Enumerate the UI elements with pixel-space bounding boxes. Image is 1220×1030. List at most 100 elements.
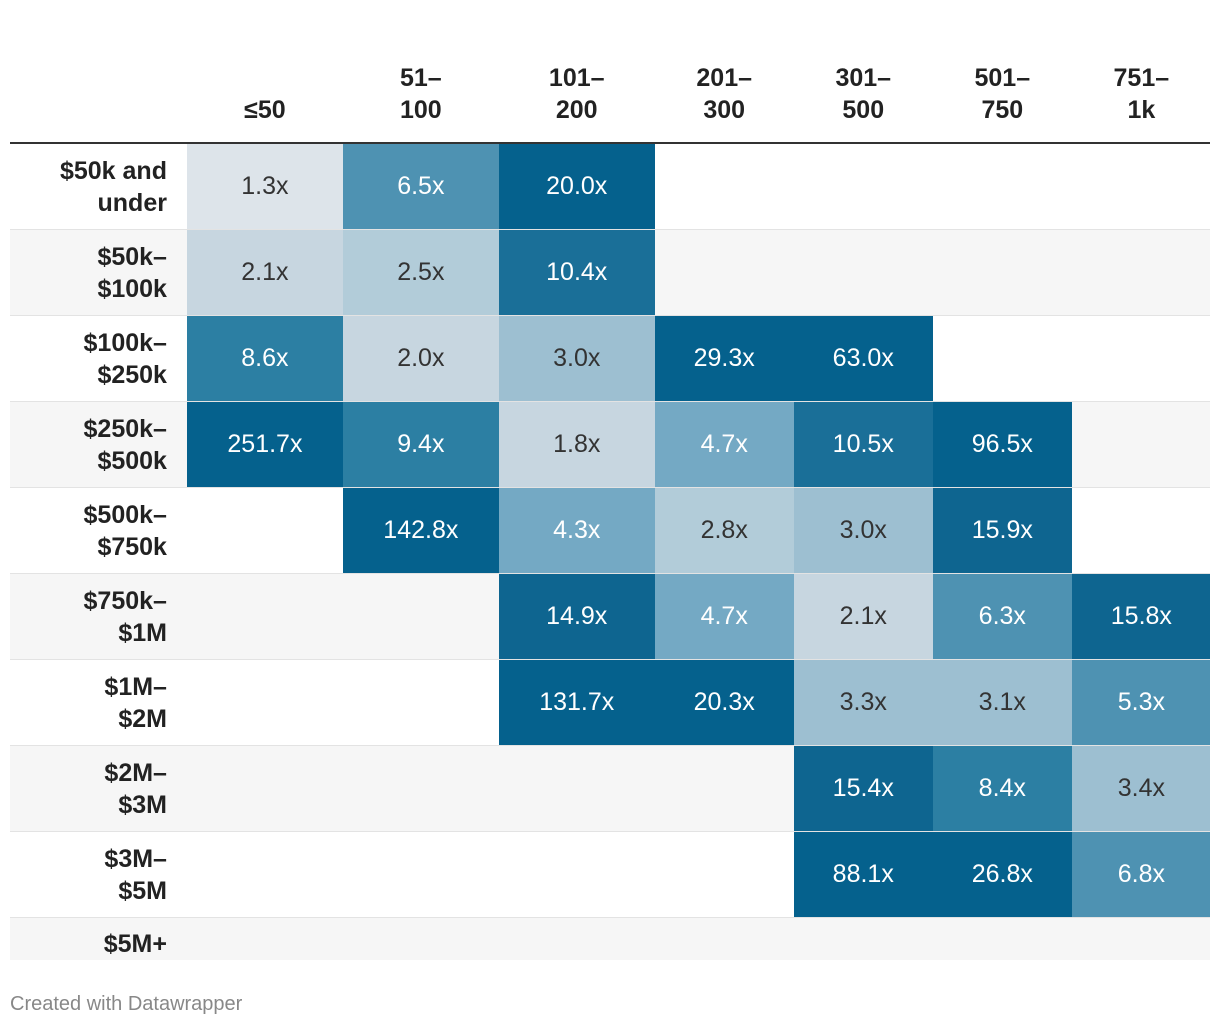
heatmap-cell: 20.0x: [498, 143, 655, 230]
row-header: $1M– $2M: [10, 659, 187, 746]
heatmap-cell: 15.8x: [1071, 573, 1210, 660]
heatmap-cell: 6.5x: [342, 143, 499, 230]
heatmap-table: ≤50 51– 100 101– 200 201– 300 301– 500 501– 750 751…: [10, 0, 1210, 960]
heatmap-cell: 15.4x: [793, 745, 933, 832]
heatmap-cell: 29.3x: [654, 315, 794, 402]
heatmap-cell: [186, 745, 343, 832]
row-header: $50k– $100k: [10, 229, 187, 316]
heatmap-cell: [1071, 401, 1210, 488]
heatmap-cell: [498, 917, 655, 960]
heatmap-cell: 4.3x: [498, 487, 655, 574]
heatmap-cell: 131.7x: [498, 659, 655, 746]
heatmap-cell: 4.7x: [654, 401, 794, 488]
heatmap-cell: 251.7x: [186, 401, 343, 488]
heatmap-cell: 14.9x: [498, 573, 655, 660]
heatmap-cell: 8.4x: [932, 745, 1072, 832]
table-row: $500k– $750k 142.8x 4.3x 2.8x 3.0x 15.9x: [10, 487, 1210, 574]
heatmap-cell: [186, 831, 343, 918]
heatmap-cell: 4.7x: [654, 573, 794, 660]
heatmap-cell: [1071, 487, 1210, 574]
row-header: $2M– $3M: [10, 745, 187, 832]
table-row: $250k– $500k 251.7x 9.4x 1.8x 4.7x 10.5x 96.5x: [10, 401, 1210, 488]
heatmap-cell: 1.8x: [498, 401, 655, 488]
heatmap-cell: [793, 917, 933, 960]
column-header: 101– 200: [498, 0, 655, 144]
heatmap-cell: 10.4x: [498, 229, 655, 316]
heatmap-cell: 2.1x: [186, 229, 343, 316]
column-header: 201– 300: [654, 0, 794, 144]
row-header: $50k and under: [59, 156, 167, 217]
heatmap-cell: 88.1x: [793, 831, 933, 918]
credit-footer: Created with Datawrapper: [10, 993, 243, 1015]
heatmap-cell: 26.8x: [932, 831, 1072, 918]
heatmap-cell: [932, 229, 1072, 316]
heatmap-cell: [794, 143, 933, 230]
heatmap-cell: 3.1x: [932, 659, 1072, 746]
heatmap-cell: [654, 917, 794, 960]
column-header: 751– 1k: [1071, 0, 1210, 144]
heatmap-cell: 6.3x: [932, 573, 1072, 660]
heatmap-cell: [654, 831, 794, 918]
row-header: $100k– $250k: [10, 315, 187, 402]
heatmap-cell: 20.3x: [654, 659, 794, 746]
heatmap-cell: 142.8x: [342, 487, 499, 574]
table-row: $50k– $100k 2.1x 2.5x 10.4x: [10, 229, 1210, 316]
heatmap-cell: [654, 745, 794, 832]
table-row: $50k and under 1.3x 6.5x 20.0x: [10, 143, 1210, 230]
heatmap-cell: [186, 573, 343, 660]
table-row: $5M+5: [10, 917, 1210, 960]
heatmap-cell: [932, 315, 1072, 402]
heatmap-cell: 1.3x: [186, 143, 343, 230]
heatmap-cell: [932, 917, 1072, 960]
heatmap-cell: 2.0x: [342, 315, 499, 402]
column-header: 301– 500: [793, 0, 933, 144]
heatmap-cell: [342, 917, 499, 960]
heatmap-cell: [1071, 315, 1210, 402]
heatmap-cell: 3.4x: [1071, 745, 1210, 832]
heatmap-cell: [342, 745, 499, 832]
heatmap-cell: [654, 229, 794, 316]
row-header: $250k– $500k: [10, 401, 187, 488]
heatmap-cell: [498, 831, 655, 918]
heatmap-cell: 9.4x: [342, 401, 499, 488]
heatmap-cell: 10.5x: [793, 401, 933, 488]
column-header: 51– 100: [342, 0, 499, 144]
heatmap-cell: [793, 229, 933, 316]
row-header: $5M+: [10, 917, 187, 960]
heatmap-cell: 8.6x: [186, 315, 343, 402]
heatmap-cell: 2.8x: [654, 487, 794, 574]
heatmap-cell: [1072, 143, 1210, 230]
heatmap-table-wrapper: ≤50 51– 100 101– 200 201– 300 301– 500 501– 750 751…: [10, 0, 1210, 960]
heatmap-cell: [186, 659, 343, 746]
heatmap-cell: 3.0x: [793, 487, 933, 574]
table-row: $100k– $250k 8.6x 2.0x 3.0x 29.3x 63.0x: [10, 315, 1210, 402]
heatmap-cell: [498, 745, 655, 832]
heatmap-cell: [342, 659, 499, 746]
heatmap-cell: 5.3x: [1071, 659, 1210, 746]
heatmap-cell: 96.5x: [932, 401, 1072, 488]
heatmap-cell: [342, 573, 499, 660]
heatmap-cell: 3.0x: [498, 315, 655, 402]
heatmap-cell: 2.5x: [342, 229, 499, 316]
heatmap-cell: [1071, 229, 1210, 316]
heatmap-cell: [933, 143, 1072, 230]
heatmap-cell: 3.3x: [793, 659, 933, 746]
row-header: $750k– $1M: [10, 573, 187, 660]
row-header: $500k– $750k: [10, 487, 187, 574]
heatmap-cell: [1071, 917, 1210, 960]
heatmap-cell: 63.0x: [793, 315, 933, 402]
column-header: ≤50: [186, 0, 343, 144]
corner-header: [10, 0, 187, 144]
heatmap-cell: [186, 917, 343, 960]
column-header-row: ≤50 51– 100 101– 200 201– 300 301– 500 501– 750 751…: [10, 0, 1210, 144]
heatmap-cell: 2.1x: [793, 573, 933, 660]
heatmap-cell: [186, 487, 343, 574]
row-header: $3M– $5M: [10, 831, 187, 918]
heatmap-cell: 15.9x: [932, 487, 1072, 574]
heatmap-cell: [342, 831, 499, 918]
column-header: 501– 750: [932, 0, 1072, 144]
